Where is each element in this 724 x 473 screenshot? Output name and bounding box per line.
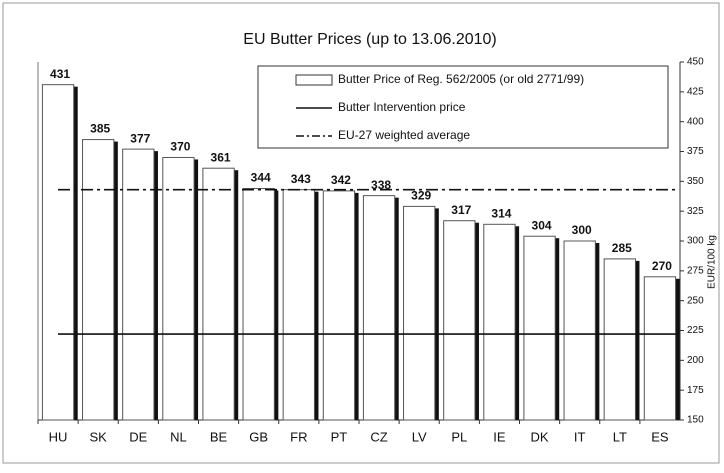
data-label: 285 <box>612 241 632 255</box>
x-tick-label: IE <box>493 429 506 444</box>
x-tick-label: PL <box>451 429 467 444</box>
x-tick-label: NL <box>170 429 187 444</box>
bar <box>403 205 436 421</box>
bar <box>242 187 275 421</box>
x-tick-label: DK <box>531 429 549 444</box>
y-tick-label: 375 <box>687 146 704 157</box>
bar <box>563 240 596 421</box>
bar <box>202 167 235 421</box>
bar <box>282 189 315 421</box>
bar <box>643 276 677 421</box>
x-tick-label: DE <box>129 429 147 444</box>
data-label: 304 <box>532 218 552 232</box>
data-label: 342 <box>331 173 351 187</box>
x-tick-label: PT <box>331 429 348 444</box>
legend-label: Butter Intervention price <box>338 100 466 114</box>
x-tick-label: FR <box>290 429 307 444</box>
x-tick-label: GB <box>249 429 268 444</box>
y-tick-label: 175 <box>687 385 704 396</box>
y-tick-label: 300 <box>687 236 704 247</box>
data-label: 344 <box>251 171 271 185</box>
y-tick-label: 425 <box>687 86 704 97</box>
y-axis-label: EUR/100 kg <box>707 235 718 289</box>
bar <box>523 235 556 421</box>
data-label: 385 <box>90 122 110 136</box>
data-label: 300 <box>572 223 592 237</box>
y-tick-label: 325 <box>687 206 704 217</box>
bar <box>322 190 356 421</box>
data-label: 343 <box>291 172 311 186</box>
x-tick-label: LT <box>613 429 627 444</box>
data-label: 377 <box>130 131 150 145</box>
data-label: 370 <box>170 140 190 154</box>
bar <box>122 148 155 421</box>
chart-title: EU Butter Prices (up to 13.06.2010) <box>243 31 496 48</box>
bar <box>362 195 396 421</box>
data-label: 329 <box>411 189 431 203</box>
y-tick-label: 275 <box>687 265 704 276</box>
bar <box>162 156 195 421</box>
y-tick-label: 225 <box>687 325 704 336</box>
data-label: 338 <box>371 178 391 192</box>
y-tick-label: 250 <box>687 295 704 306</box>
x-tick-label: IT <box>574 429 586 444</box>
data-label: 431 <box>50 67 70 81</box>
bar <box>41 84 75 421</box>
bar <box>443 220 476 421</box>
legend-label: EU-27 weighted average <box>338 128 470 142</box>
bar <box>82 139 115 421</box>
data-label: 361 <box>211 150 231 164</box>
data-label: 317 <box>451 203 471 217</box>
y-tick-label: 400 <box>687 116 704 127</box>
y-tick-label: 350 <box>687 176 704 187</box>
y-tick-label: 450 <box>687 57 704 68</box>
x-tick-label: BE <box>210 429 228 444</box>
bar <box>483 223 516 421</box>
data-label: 314 <box>491 206 511 220</box>
legend-label: Butter Price of Reg. 562/2005 (or old 27… <box>338 72 584 86</box>
y-tick-label: 200 <box>687 355 704 366</box>
legend-swatch <box>295 74 333 86</box>
x-tick-label: CZ <box>370 429 387 444</box>
bar <box>603 258 636 421</box>
x-tick-label: HU <box>49 429 68 444</box>
x-tick-label: SK <box>90 429 108 444</box>
y-tick-label: 150 <box>687 415 704 426</box>
data-label: 270 <box>652 259 672 273</box>
x-tick-label: ES <box>651 429 669 444</box>
x-tick-label: LV <box>412 429 427 444</box>
